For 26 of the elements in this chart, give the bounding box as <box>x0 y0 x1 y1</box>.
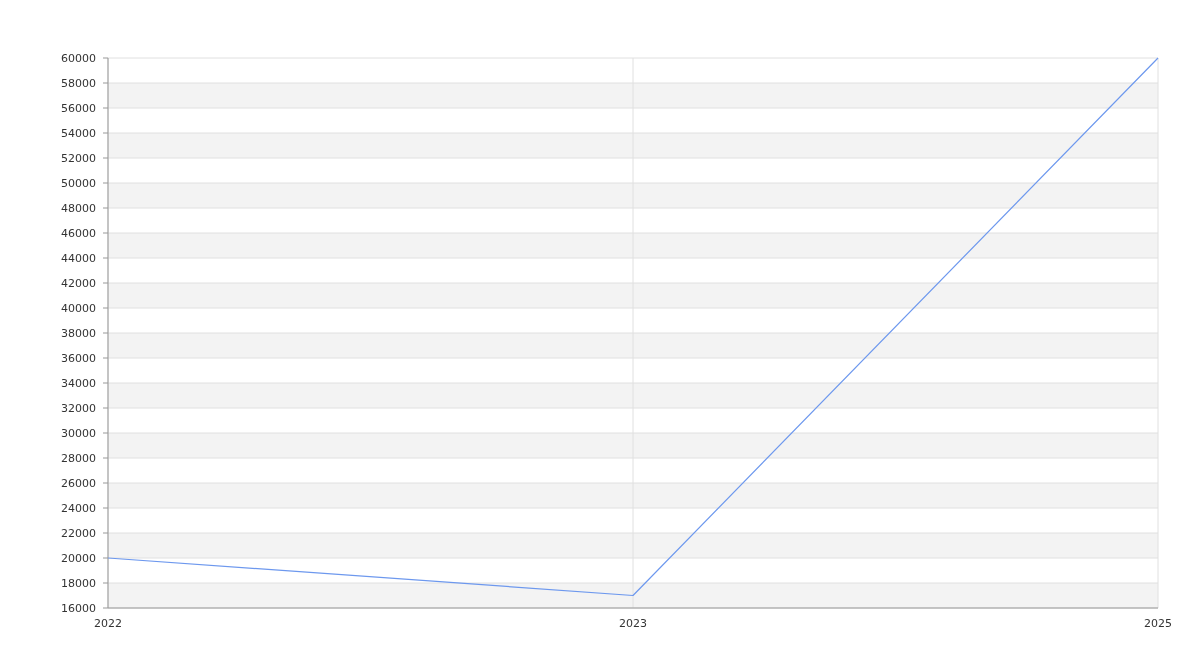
y-tick-label: 34000 <box>61 376 96 390</box>
y-tick-label: 36000 <box>61 351 96 365</box>
x-tick-label: 2022 <box>94 617 122 630</box>
y-tick-label: 32000 <box>61 401 96 415</box>
y-tick-label: 30000 <box>61 426 96 440</box>
y-tick-label: 54000 <box>61 126 96 140</box>
y-tick-label: 58000 <box>61 76 96 90</box>
y-tick-label: 26000 <box>61 476 96 490</box>
y-tick-label: 56000 <box>61 101 96 115</box>
x-tick-label: 2023 <box>619 617 647 630</box>
y-tick-label: 24000 <box>61 501 96 515</box>
y-tick-label: 46000 <box>61 226 96 240</box>
y-tick-label: 42000 <box>61 276 96 290</box>
y-tick-label: 28000 <box>61 451 96 465</box>
y-tick-label: 18000 <box>61 576 96 590</box>
y-tick-label: 20000 <box>61 551 96 565</box>
y-tick-label: 38000 <box>61 326 96 340</box>
y-tick-label: 48000 <box>61 201 96 215</box>
y-tick-label: 60000 <box>61 51 96 65</box>
y-tick-label: 22000 <box>61 526 96 540</box>
y-tick-label: 44000 <box>61 251 96 265</box>
y-tick-label: 50000 <box>61 176 96 190</box>
x-tick-label: 2025 <box>1144 617 1172 630</box>
y-tick-label: 52000 <box>61 151 96 165</box>
y-tick-label: 40000 <box>61 301 96 315</box>
y-tick-label: 16000 <box>61 601 96 615</box>
